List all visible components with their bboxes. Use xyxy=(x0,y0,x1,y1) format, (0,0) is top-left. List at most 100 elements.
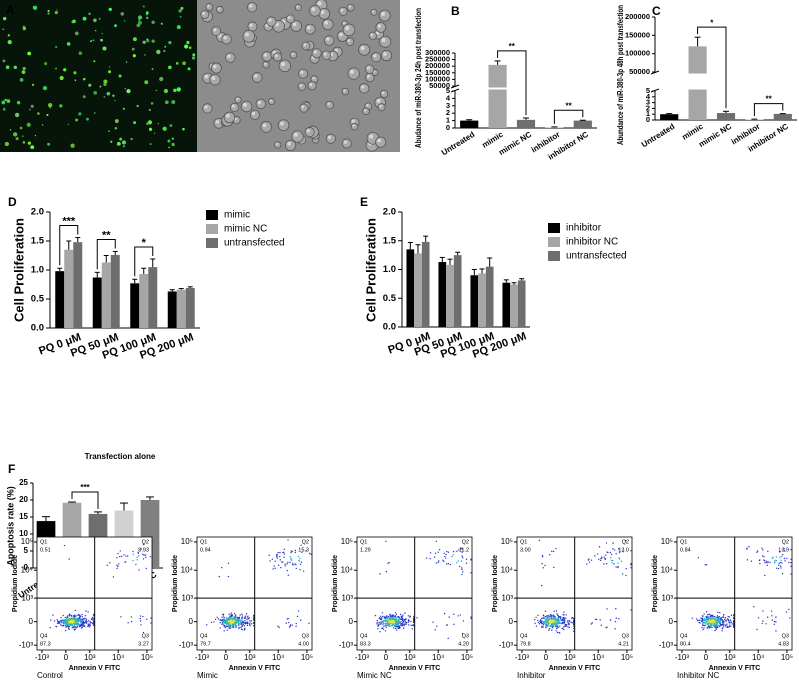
cell-highlight xyxy=(236,97,239,101)
y-tick-label: 10³ xyxy=(181,593,193,602)
cell xyxy=(380,89,389,99)
event xyxy=(590,623,593,625)
event xyxy=(398,618,400,620)
event xyxy=(563,628,565,631)
cell xyxy=(358,43,371,56)
event xyxy=(385,616,387,619)
event xyxy=(722,616,724,618)
bar xyxy=(438,262,447,327)
event xyxy=(246,622,249,625)
event xyxy=(544,616,547,618)
event xyxy=(73,621,76,623)
event xyxy=(224,620,226,623)
event xyxy=(252,621,255,624)
event xyxy=(286,563,288,565)
event xyxy=(701,617,704,620)
event xyxy=(222,615,225,617)
event xyxy=(279,551,281,554)
event xyxy=(707,625,710,628)
event xyxy=(708,617,710,620)
event xyxy=(435,540,438,543)
event xyxy=(287,539,289,541)
cell xyxy=(301,41,311,51)
event xyxy=(80,623,82,626)
event xyxy=(252,624,255,627)
event xyxy=(548,615,551,617)
event xyxy=(380,621,382,623)
fluorescent-cell xyxy=(102,46,107,51)
event xyxy=(395,618,397,620)
event xyxy=(91,621,93,624)
event xyxy=(715,616,717,619)
event xyxy=(221,613,224,615)
event xyxy=(228,620,231,623)
cell xyxy=(350,122,359,131)
cell xyxy=(260,121,273,133)
y-tick-label: 1.0 xyxy=(383,264,396,275)
event xyxy=(706,620,709,622)
cell xyxy=(325,100,334,110)
cell-highlight xyxy=(345,26,350,31)
event xyxy=(708,620,710,623)
event-population xyxy=(277,610,310,629)
event xyxy=(245,613,248,615)
cell-highlight xyxy=(339,32,343,37)
event xyxy=(783,548,785,550)
event xyxy=(620,560,623,562)
event xyxy=(780,555,783,558)
cell xyxy=(322,18,334,31)
cell-highlight xyxy=(249,23,253,27)
event xyxy=(146,618,148,620)
event xyxy=(603,556,605,558)
event xyxy=(461,555,463,557)
event xyxy=(615,566,617,568)
event xyxy=(410,620,412,623)
bar xyxy=(516,119,536,128)
cell-highlight xyxy=(227,54,231,58)
event xyxy=(308,552,311,555)
bar xyxy=(745,119,764,120)
cell xyxy=(375,22,387,33)
event xyxy=(781,572,784,575)
event xyxy=(777,564,780,566)
event xyxy=(726,623,728,625)
event xyxy=(382,615,384,618)
event xyxy=(283,553,286,555)
significance-bracket xyxy=(134,246,154,277)
event xyxy=(605,626,607,629)
y-tick-label: 150000 xyxy=(625,30,650,39)
cell xyxy=(285,139,297,151)
event xyxy=(140,548,143,550)
event xyxy=(92,624,95,627)
event xyxy=(618,557,620,559)
event xyxy=(551,620,553,623)
event xyxy=(224,624,226,627)
bar xyxy=(488,64,507,128)
panel-letter: A xyxy=(6,3,15,17)
event xyxy=(465,558,468,560)
event xyxy=(781,562,783,564)
event xyxy=(84,625,86,628)
event xyxy=(552,614,555,616)
event xyxy=(238,619,240,621)
fluorescent-cell xyxy=(73,71,77,75)
cell-highlight xyxy=(204,74,209,79)
event xyxy=(708,616,710,618)
event xyxy=(460,547,462,550)
cell xyxy=(246,2,258,13)
event xyxy=(405,623,407,625)
fluorescent-cell xyxy=(164,45,167,48)
fluorescent-cell xyxy=(103,96,105,98)
fluorescent-cell xyxy=(21,70,26,75)
cell-highlight xyxy=(367,74,371,78)
fluorescent-cell xyxy=(151,68,154,71)
y-tick-label: 50000 xyxy=(429,81,450,90)
event xyxy=(246,618,248,621)
event xyxy=(150,617,152,619)
event xyxy=(630,609,632,611)
event xyxy=(121,555,123,558)
cell-highlight xyxy=(293,132,298,137)
event xyxy=(546,621,549,624)
legend-swatch xyxy=(548,237,560,247)
event xyxy=(287,574,290,576)
